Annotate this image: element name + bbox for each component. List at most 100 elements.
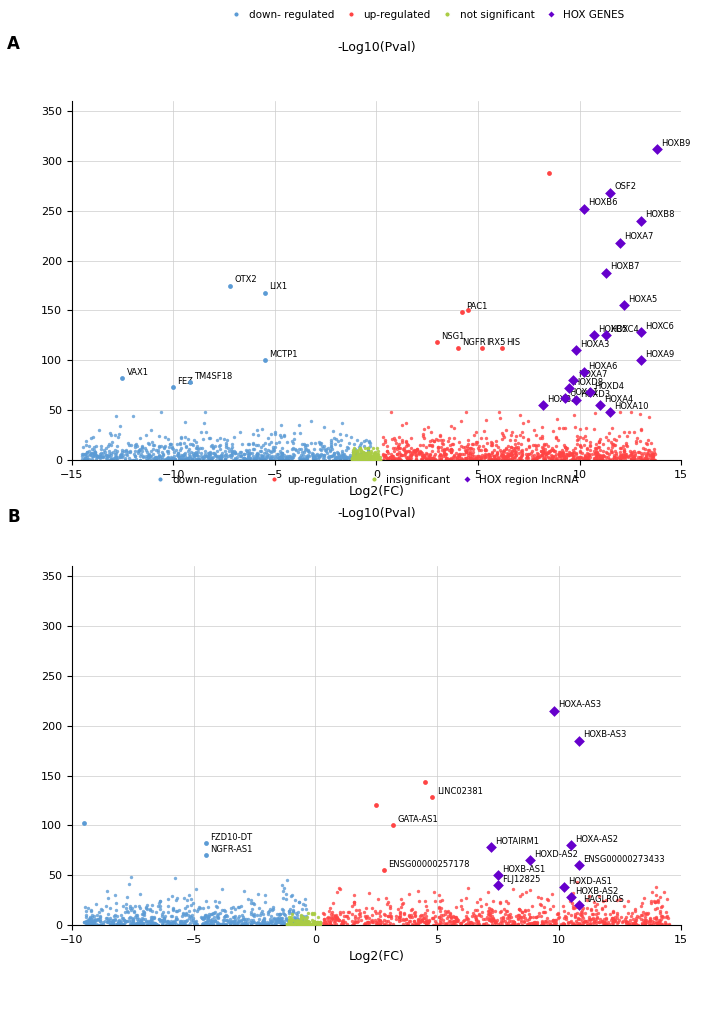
Point — [404, 449, 416, 465]
Point — [554, 909, 565, 925]
Point — [523, 438, 535, 454]
Point — [485, 452, 496, 468]
Point — [369, 451, 381, 467]
Point — [547, 442, 559, 458]
Text: HOXD8: HOXD8 — [574, 378, 604, 387]
Point — [192, 451, 204, 467]
Point — [609, 437, 621, 453]
Point — [605, 912, 617, 928]
Point — [595, 450, 607, 466]
Point — [537, 913, 549, 929]
Point — [521, 450, 532, 466]
Point — [606, 444, 617, 460]
Point — [199, 909, 210, 925]
Point — [89, 446, 100, 462]
Point — [441, 910, 452, 926]
Point — [278, 913, 290, 929]
Point — [552, 433, 564, 449]
Point — [288, 903, 299, 919]
Point — [607, 912, 618, 928]
Point — [405, 430, 417, 446]
Point — [523, 906, 535, 922]
Point — [568, 372, 579, 388]
Point — [435, 447, 446, 463]
Point — [566, 446, 578, 462]
Point — [395, 447, 407, 463]
Point — [224, 913, 235, 929]
Point — [449, 909, 460, 925]
Point — [387, 451, 399, 467]
Point — [447, 908, 458, 924]
Text: NGFR: NGFR — [462, 338, 485, 347]
Point — [409, 443, 421, 459]
Point — [393, 436, 404, 452]
Point — [508, 442, 520, 458]
Point — [565, 446, 576, 462]
Point — [331, 909, 343, 925]
Point — [362, 451, 374, 467]
Point — [285, 916, 296, 932]
Point — [175, 429, 186, 445]
Point — [395, 447, 407, 463]
Point — [495, 904, 506, 920]
Point — [294, 425, 305, 441]
Point — [293, 905, 304, 921]
Point — [202, 449, 214, 465]
Point — [500, 422, 512, 438]
Point — [293, 916, 305, 932]
Point — [536, 420, 547, 436]
Point — [191, 447, 203, 463]
Point — [314, 448, 326, 464]
Point — [647, 913, 658, 929]
Point — [301, 917, 313, 933]
Point — [463, 916, 475, 932]
Point — [503, 908, 515, 924]
Text: -Log10(Pval): -Log10(Pval) — [337, 507, 416, 520]
Point — [621, 909, 632, 925]
Point — [141, 901, 153, 917]
Point — [343, 436, 354, 452]
Point — [209, 909, 220, 925]
Point — [422, 914, 433, 930]
Point — [319, 914, 331, 930]
Point — [487, 912, 498, 928]
Point — [654, 912, 665, 928]
Point — [387, 440, 399, 456]
Point — [237, 911, 249, 927]
Point — [443, 430, 455, 446]
Point — [198, 910, 209, 926]
Point — [120, 913, 131, 929]
Point — [145, 913, 156, 929]
Point — [503, 907, 514, 923]
Point — [637, 896, 648, 912]
Point — [591, 910, 602, 926]
Point — [196, 450, 208, 466]
Point — [564, 380, 575, 396]
Point — [515, 450, 526, 466]
Point — [638, 452, 650, 468]
Point — [257, 437, 269, 453]
Point — [260, 450, 272, 466]
Point — [295, 915, 307, 931]
Point — [360, 910, 371, 926]
Point — [466, 451, 478, 467]
Point — [274, 913, 285, 929]
Point — [214, 916, 225, 932]
Point — [303, 447, 314, 463]
Point — [335, 904, 346, 920]
Point — [387, 448, 399, 464]
Point — [326, 906, 337, 922]
Point — [506, 447, 518, 463]
Point — [85, 909, 96, 925]
Point — [630, 916, 642, 932]
Point — [617, 914, 628, 930]
Point — [589, 450, 600, 466]
Point — [447, 914, 458, 930]
Point — [310, 915, 321, 931]
Point — [546, 451, 557, 467]
Point — [505, 439, 517, 455]
Point — [530, 438, 541, 454]
Point — [511, 908, 522, 924]
Point — [300, 448, 312, 464]
Point — [159, 452, 171, 468]
